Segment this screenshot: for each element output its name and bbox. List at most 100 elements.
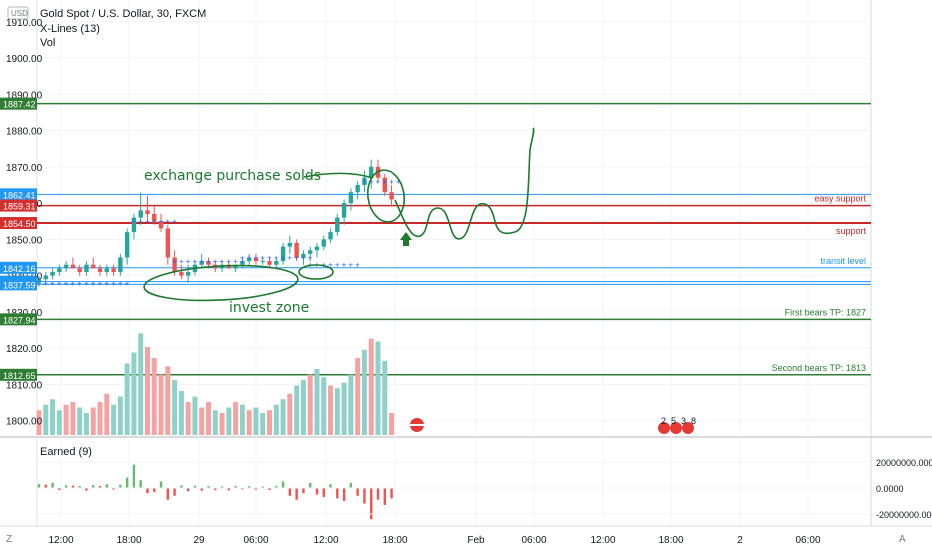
auto-scale-button[interactable] (897, 531, 909, 545)
flag-event-icon[interactable] (658, 422, 670, 434)
xlines-marker: + (220, 257, 225, 266)
price-tick-label: 1880.00 (6, 127, 43, 138)
volume-bar (328, 385, 334, 435)
indicator-vol-label[interactable]: Vol (40, 37, 55, 49)
volume-bar (63, 404, 69, 435)
earned-bar (302, 488, 305, 494)
price-tick-label: 1870.00 (6, 163, 43, 174)
volume-bar (151, 358, 157, 435)
candle-body (84, 264, 89, 272)
earned-bar (166, 488, 170, 500)
xlines-marker: + (396, 177, 401, 186)
candle-body (36, 279, 42, 283)
xlines-marker: + (192, 257, 197, 266)
level-price-tag (0, 261, 37, 274)
xlines-marker: + (260, 253, 265, 262)
event-badges[interactable]: 2 5 3 8 (410, 416, 696, 434)
candle-body (240, 261, 245, 265)
volume-bar (158, 374, 164, 435)
earned-bar (261, 486, 264, 488)
price-tick-label: 1820.00 (6, 344, 43, 355)
flag-event-icon[interactable] (682, 422, 694, 434)
candle-body (77, 268, 82, 272)
candle-body (341, 203, 347, 218)
candle-body (287, 242, 293, 247)
invest-zone-ellipse (143, 264, 299, 302)
earned-bar (78, 486, 81, 488)
symbol-title[interactable]: Gold Spot / U.S. Dollar, 30, FXCM (40, 8, 206, 20)
volume-bar (368, 338, 374, 435)
xlines-marker: + (335, 261, 340, 270)
earned-bar (227, 488, 231, 491)
earned-bar (315, 488, 319, 495)
candle-body (335, 217, 340, 233)
candle-body (124, 232, 130, 258)
earned-bar (234, 485, 237, 488)
earned-bar (241, 488, 244, 490)
level-price-tag-label: 1887.42 (3, 100, 36, 110)
level-text: transit level (820, 256, 866, 266)
grid-lines (37, 0, 871, 526)
candle-body (185, 271, 191, 276)
candle-body (165, 228, 171, 258)
earned-pane-label[interactable]: Earned (9) (40, 446, 92, 458)
xlines-marker: + (104, 279, 109, 288)
candle-body (70, 264, 76, 269)
flag-event-icon[interactable] (670, 422, 682, 434)
xlines-marker: + (362, 177, 367, 186)
xlines-marker: + (355, 261, 360, 270)
xlines-marker: + (98, 279, 103, 288)
volume-bar (348, 374, 354, 435)
earned-bar (173, 488, 176, 496)
earned-bar (186, 488, 190, 492)
time-tick-label: 12:00 (313, 535, 338, 546)
candle-body (111, 268, 116, 272)
currency-badge[interactable] (7, 6, 29, 20)
volume-bar (212, 410, 218, 435)
earned-bar (329, 484, 332, 488)
xlines-marker: + (84, 279, 89, 288)
candle-body (369, 166, 374, 178)
earned-bar (254, 488, 258, 490)
xlines-marker: + (186, 257, 191, 266)
earned-bar (193, 485, 197, 488)
volume-bar (287, 393, 293, 435)
price-tick-label: 1890.00 (6, 90, 43, 101)
candle-body (314, 246, 320, 251)
xlines-marker: + (267, 253, 272, 262)
xlines-marker: + (301, 253, 306, 262)
earned-bar (390, 488, 393, 499)
right-price-axis[interactable] (871, 0, 932, 526)
candle-body (57, 268, 62, 272)
earned-tick-labels: 20000000.0000 0.0000 -20000000.0000 (37, 458, 932, 520)
volume-bar (192, 396, 198, 435)
event-badge-count: 2 (661, 416, 666, 426)
indicator-xlines-label[interactable]: X-Lines (13) (40, 23, 100, 35)
volume-bar (50, 399, 56, 435)
candle-body (138, 210, 143, 218)
volume-bar (273, 404, 279, 435)
level-price-tag (0, 278, 37, 291)
xlines-marker: + (77, 279, 82, 288)
candle-body (321, 239, 326, 247)
volume-bar (43, 404, 49, 435)
xlines-marker: + (172, 217, 177, 226)
earned-tick-label: 20000000.0000 (876, 458, 932, 468)
candle-body (63, 264, 69, 269)
volume-bar (131, 352, 137, 435)
candle-body (308, 250, 313, 254)
candle-body (280, 246, 286, 262)
level-price-tag-label: 1827.94 (3, 315, 36, 325)
earned-bar (349, 482, 353, 488)
candle-body (179, 271, 184, 276)
level-price-tag-label: 1862.41 (3, 190, 36, 200)
earned-bar (146, 488, 149, 494)
volume-bar (253, 407, 259, 435)
earned-bar (58, 488, 61, 490)
level-price-tag (0, 368, 37, 381)
xlines-marker: + (206, 257, 211, 266)
zoom-button[interactable] (4, 531, 16, 545)
annotation-invest-zone: invest zone (229, 300, 309, 316)
earned-tick-label: 0.0000 (876, 484, 904, 494)
